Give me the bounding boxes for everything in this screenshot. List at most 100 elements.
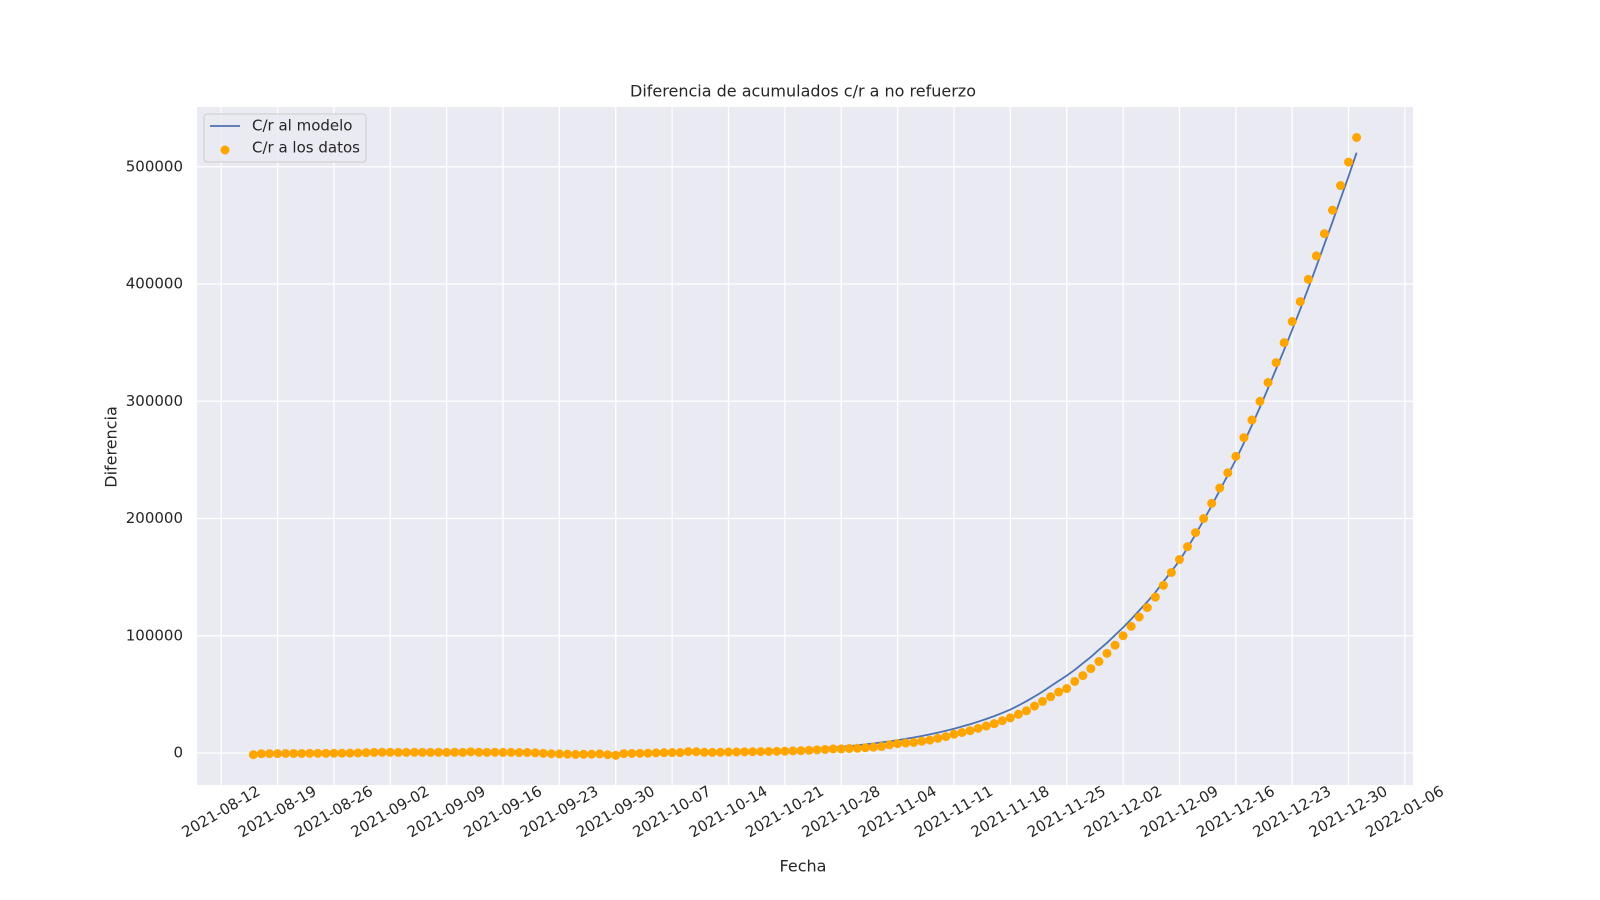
legend-box <box>203 113 367 163</box>
data-point <box>1327 205 1337 215</box>
y-tick-label: 0 <box>173 743 183 761</box>
data-point <box>1183 542 1193 552</box>
legend-label: C/r a los datos <box>252 139 360 157</box>
data-point <box>788 746 798 756</box>
y-axis-label: Diferencia <box>102 406 121 488</box>
data-point <box>909 737 919 747</box>
data-point <box>941 732 951 742</box>
data-point <box>353 748 363 758</box>
data-point <box>369 747 379 757</box>
data-point <box>345 748 355 758</box>
data-point <box>385 747 395 757</box>
data-point <box>1191 528 1201 538</box>
data-point <box>1166 567 1176 577</box>
data-point <box>699 747 709 757</box>
data-point <box>1231 451 1241 461</box>
data-point <box>401 747 411 757</box>
data-point <box>1134 612 1144 622</box>
data-point <box>450 747 460 757</box>
data-point <box>1223 468 1233 478</box>
data-point <box>1110 640 1120 650</box>
data-point <box>289 748 299 758</box>
data-point <box>820 744 830 754</box>
data-point <box>796 746 806 756</box>
data-point <box>1005 713 1015 723</box>
data-point <box>530 748 540 758</box>
chart-title: Diferencia de acumulados c/r a no refuer… <box>630 82 976 101</box>
data-point <box>361 748 371 758</box>
data-point <box>804 745 814 755</box>
data-point <box>603 750 613 760</box>
data-point <box>877 742 887 752</box>
data-point <box>248 750 258 760</box>
x-axis-label: Fecha <box>780 857 827 876</box>
data-point <box>1352 132 1362 142</box>
data-point <box>482 747 492 757</box>
data-point <box>409 747 419 757</box>
data-point <box>933 733 943 743</box>
data-point <box>1150 592 1160 602</box>
data-point <box>1311 251 1321 261</box>
data-point <box>514 748 524 758</box>
data-point <box>1046 692 1056 702</box>
data-point <box>1295 297 1305 307</box>
data-point <box>611 750 621 760</box>
data-point <box>442 747 452 757</box>
data-point <box>659 748 669 758</box>
data-point <box>321 748 331 758</box>
data-point <box>828 744 838 754</box>
data-point <box>1207 498 1217 508</box>
data-point <box>1247 415 1257 425</box>
data-point <box>1054 687 1064 697</box>
data-point <box>256 749 266 759</box>
data-point <box>691 747 701 757</box>
data-point <box>506 747 516 757</box>
data-point <box>651 748 661 758</box>
data-point <box>587 749 597 759</box>
y-tick-label: 100000 <box>126 626 183 644</box>
data-point <box>281 748 291 758</box>
data-point <box>675 748 685 758</box>
data-point <box>844 744 854 754</box>
data-point <box>949 729 959 739</box>
data-point <box>1102 648 1112 658</box>
data-point <box>1118 631 1128 641</box>
data-point <box>273 749 283 759</box>
data-point <box>667 748 677 758</box>
grid <box>197 107 1413 785</box>
data-point <box>780 746 790 756</box>
data-point <box>627 748 637 758</box>
data-point <box>723 747 733 757</box>
data-point <box>546 749 556 759</box>
data-point <box>1199 514 1209 524</box>
data-point <box>973 723 983 733</box>
y-tick-label: 200000 <box>126 509 183 527</box>
legend-swatch <box>220 145 230 155</box>
data-point <box>538 748 548 758</box>
y-tick-label: 500000 <box>126 157 183 175</box>
marks <box>248 132 1362 760</box>
data-point <box>812 745 822 755</box>
data-point <box>1078 671 1088 681</box>
data-point <box>643 748 653 758</box>
data-point <box>683 747 693 757</box>
data-point <box>1038 696 1048 706</box>
data-point <box>562 749 572 759</box>
data-point <box>1021 706 1031 716</box>
data-point <box>1030 701 1040 711</box>
data-point <box>868 742 878 752</box>
data-point <box>426 747 436 757</box>
data-point <box>715 747 725 757</box>
data-point <box>1344 157 1354 167</box>
data-point <box>490 747 500 757</box>
data-point <box>417 747 427 757</box>
data-point <box>1336 181 1346 191</box>
data-point <box>756 747 766 757</box>
data-point <box>297 748 307 758</box>
data-point <box>1271 358 1281 368</box>
data-point <box>579 749 589 759</box>
data-point <box>264 749 274 759</box>
data-point <box>393 747 403 757</box>
data-point <box>1215 483 1225 493</box>
data-point <box>570 749 580 759</box>
